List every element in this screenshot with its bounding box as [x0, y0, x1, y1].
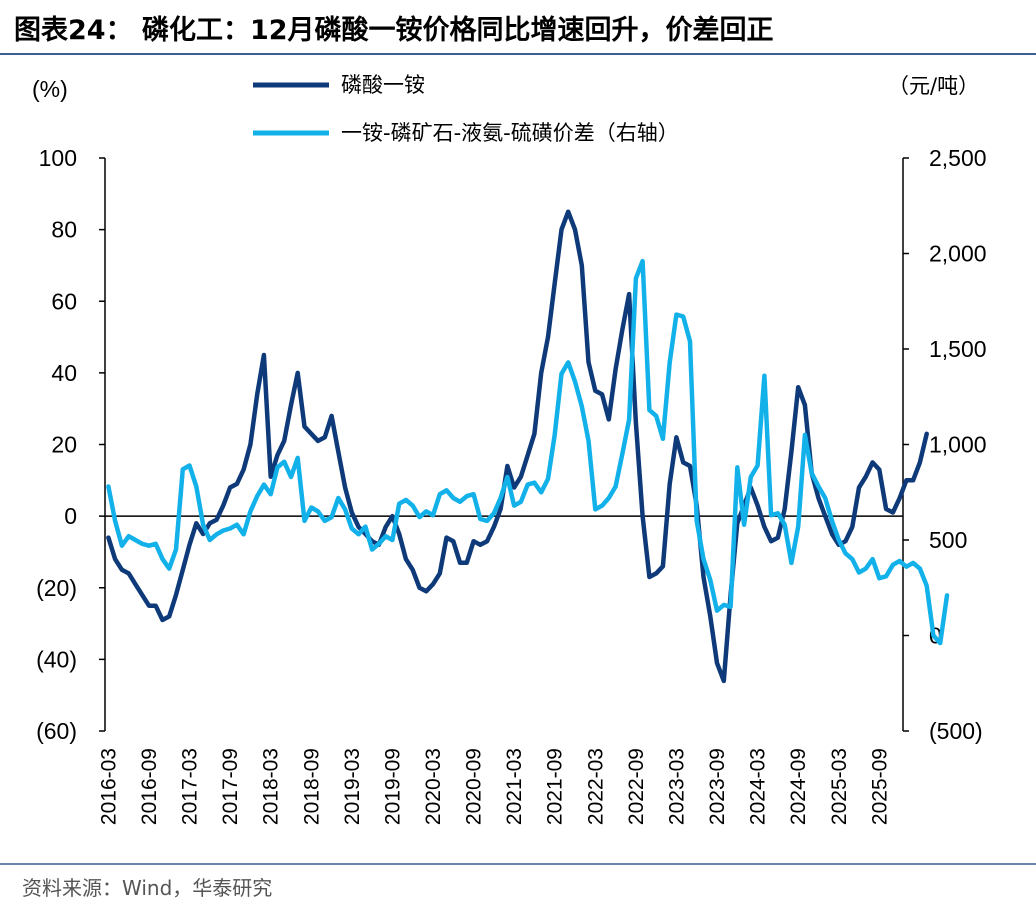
- x-tick-label: 2025-03: [828, 748, 851, 825]
- x-tick-label: 2020-03: [422, 748, 445, 825]
- right-tick-label: 500: [929, 527, 967, 553]
- series-line-1: [106, 209, 929, 684]
- legend-label-series-1: 磷酸一铵: [341, 73, 425, 97]
- x-tick-label: 2025-09: [868, 748, 891, 825]
- left-tick-label: 60: [51, 288, 77, 314]
- x-tick-label: 2019-03: [341, 748, 364, 825]
- x-tick-label: 2016-03: [97, 748, 120, 825]
- left-tick-label: (60): [36, 718, 77, 744]
- left-axis-unit: (%): [32, 76, 68, 102]
- series-line-2: [106, 258, 950, 646]
- x-tick-label: 2020-09: [463, 748, 486, 825]
- x-tick-label: 2019-09: [381, 748, 404, 825]
- right-tick-label: 2,500: [929, 145, 987, 171]
- x-tick-label: 2024-03: [747, 748, 770, 825]
- right-tick-label: 2,000: [929, 241, 987, 267]
- x-tick-label: 2018-09: [300, 748, 323, 825]
- x-tick-label: 2022-03: [584, 748, 607, 825]
- x-tick-label: 2024-09: [787, 748, 810, 825]
- right-tick-label: 1,500: [929, 336, 987, 362]
- left-tick-label: 0: [64, 503, 77, 529]
- x-tick-label: 2018-03: [260, 748, 283, 825]
- x-tick-label: 2016-09: [138, 748, 161, 825]
- left-tick-label: 80: [51, 217, 77, 243]
- x-tick-label: 2023-03: [665, 748, 688, 825]
- right-tick-label: 1,000: [929, 432, 987, 458]
- x-tick-label: 2023-09: [706, 748, 729, 825]
- x-tick-label: 2022-09: [625, 748, 648, 825]
- x-tick-label: 2017-09: [219, 748, 242, 825]
- source-note: 资料来源：Wind，华泰研究: [22, 876, 272, 900]
- left-tick-label: (40): [36, 646, 77, 672]
- right-axis-unit: （元/吨）: [888, 74, 979, 98]
- legend-label-series-2: 一铵-磷矿石-液氨-硫磺价差（右轴）: [341, 121, 679, 145]
- left-tick-label: 40: [51, 360, 77, 386]
- right-tick-label: (500): [929, 718, 983, 744]
- chart-title: 图表24： 磷化工：12月磷酸一铵价格同比增速回升，价差回正: [14, 14, 774, 46]
- x-tick-label: 2021-09: [544, 748, 567, 825]
- left-tick-label: (20): [36, 575, 77, 601]
- left-tick-label: 100: [39, 145, 77, 171]
- x-tick-label: 2017-03: [179, 748, 202, 825]
- legend: 磷酸一铵 一铵-磷矿石-液氨-硫磺价差（右轴）: [253, 73, 679, 145]
- x-tick-label: 2021-03: [503, 748, 526, 825]
- left-tick-label: 20: [51, 432, 77, 458]
